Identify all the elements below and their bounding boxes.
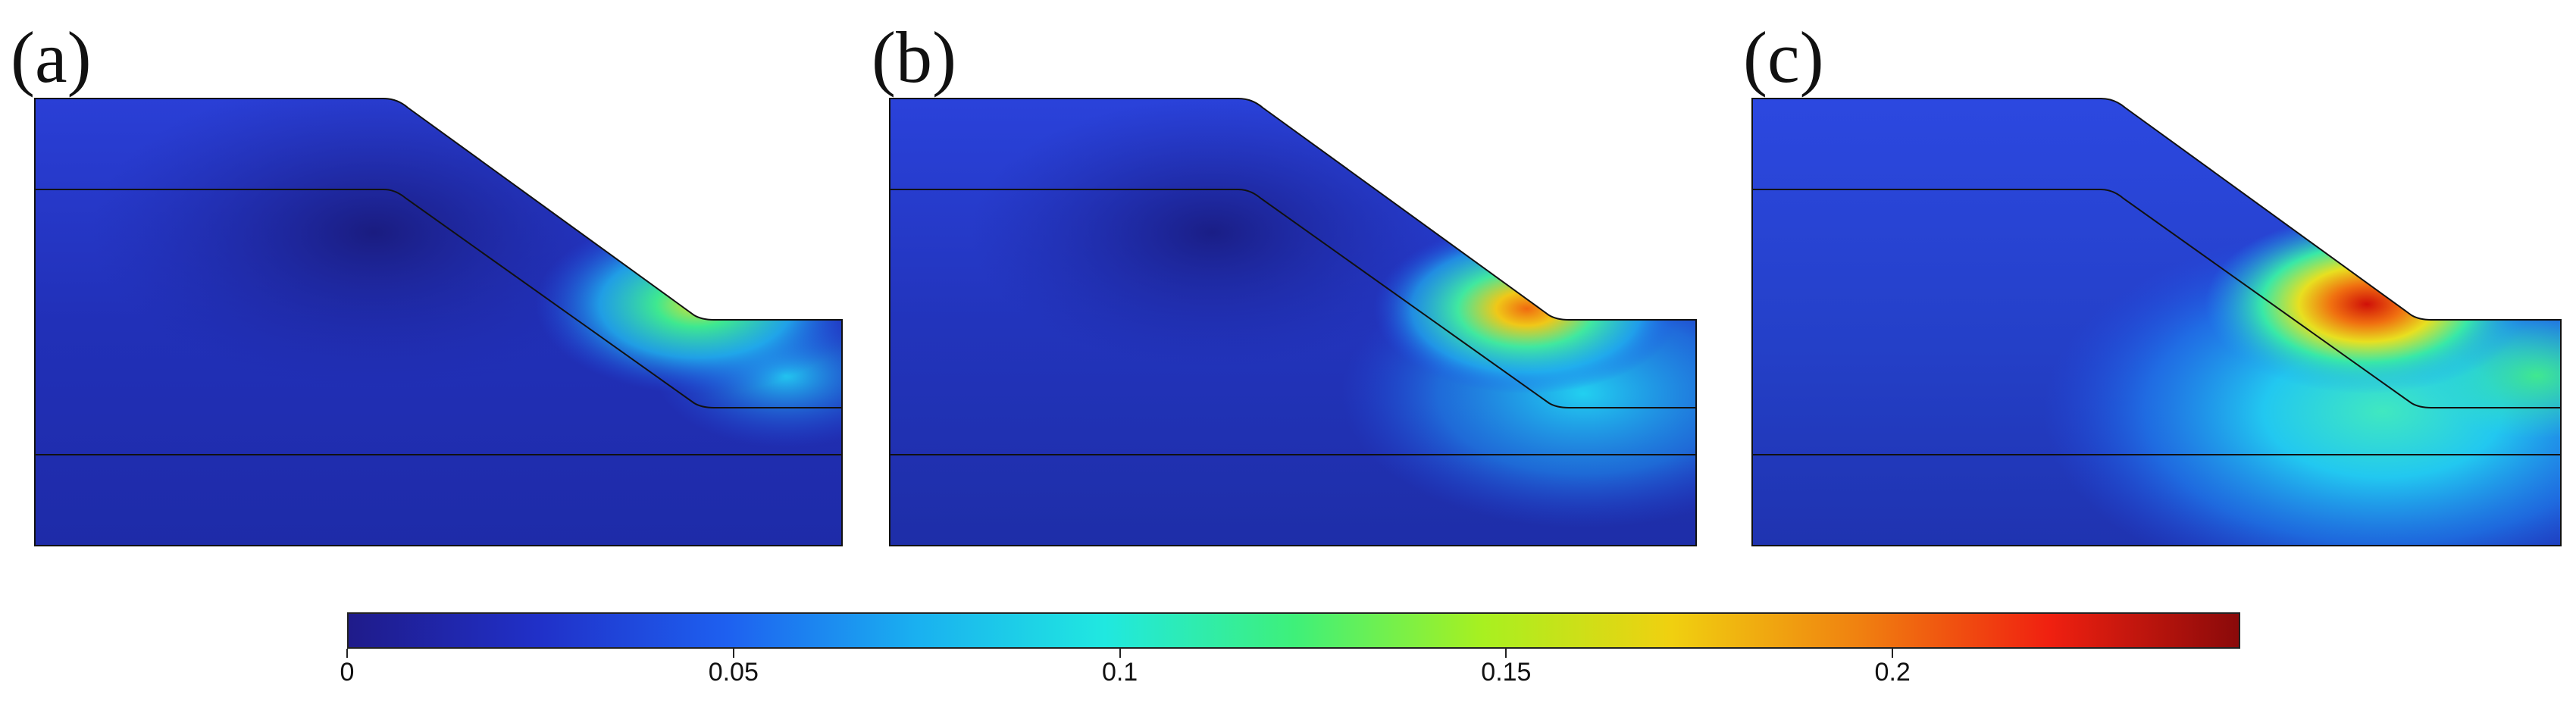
panel-label-a: (a) bbox=[11, 17, 92, 98]
colorbar-tick bbox=[1505, 649, 1507, 658]
contour-panel-b bbox=[889, 98, 1697, 546]
contour-panel-a bbox=[34, 98, 843, 546]
colorbar-tick bbox=[732, 649, 734, 658]
colorbar bbox=[347, 612, 2240, 649]
colorbar-tick bbox=[346, 649, 348, 658]
colorbar-tick-label: 0.15 bbox=[1481, 658, 1532, 687]
colorbar-tick-label: 0.2 bbox=[1874, 658, 1911, 687]
panel-label-b: (b) bbox=[872, 17, 956, 98]
colorbar-tick-label: 0 bbox=[340, 658, 355, 687]
panel-label-c: (c) bbox=[1743, 17, 1824, 98]
colorbar-tick-label: 0.1 bbox=[1101, 658, 1138, 687]
colorbar-tick bbox=[1119, 649, 1121, 658]
colorbar-tick-label: 0.05 bbox=[708, 658, 759, 687]
contour-panel-c bbox=[1751, 98, 2562, 546]
colorbar-tick bbox=[1892, 649, 1894, 658]
